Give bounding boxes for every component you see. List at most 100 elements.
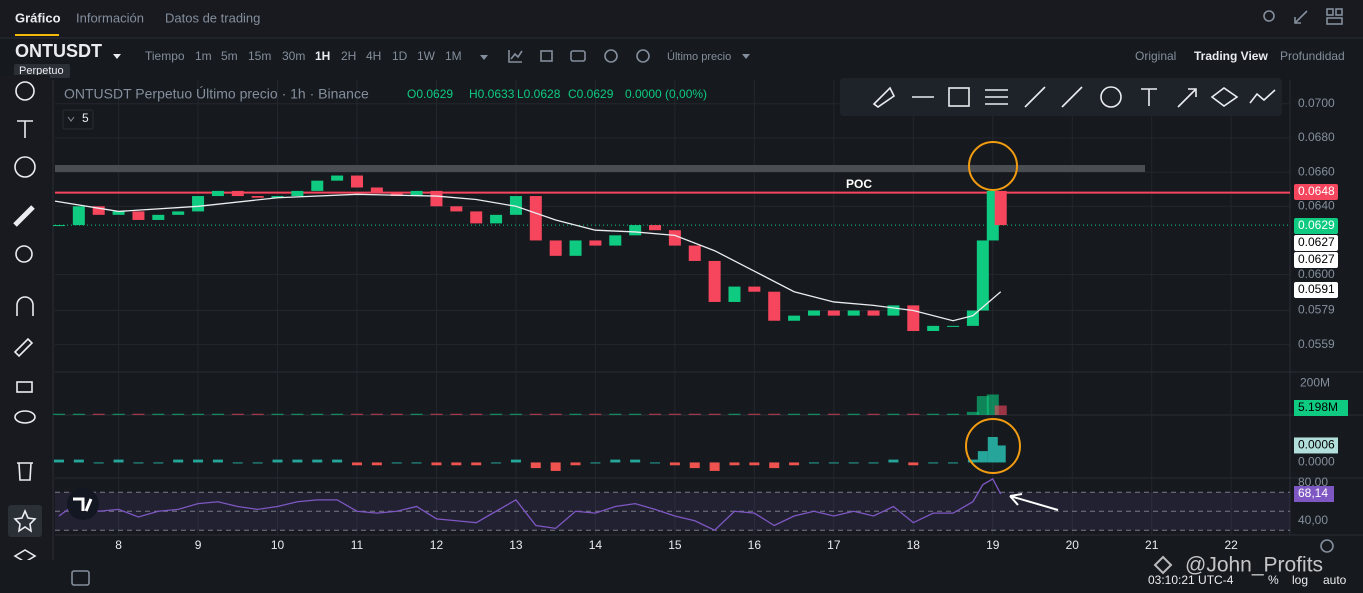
ohlc: C0.0629	[568, 87, 614, 101]
arrow	[1009, 493, 1059, 511]
candle	[668, 230, 681, 246]
macd-bar	[232, 462, 243, 464]
volume-bar	[152, 413, 165, 415]
draw-tool[interactable]	[1177, 88, 1197, 108]
y-tick-label: 0.0640	[1298, 198, 1335, 212]
favorite-tool[interactable]	[13, 508, 37, 533]
candle	[994, 190, 1007, 226]
volume-bar	[708, 413, 721, 415]
macd-bar	[252, 462, 263, 464]
rsi-label-bg	[1294, 486, 1334, 503]
scale-button[interactable]: %	[1268, 573, 1279, 587]
draw-tool[interactable]	[985, 89, 1008, 105]
interval[interactable]: 4H	[366, 49, 381, 63]
ma-box[interactable]	[62, 109, 94, 130]
volume-bar	[132, 413, 145, 415]
interval[interactable]: 1D	[392, 49, 408, 63]
lock-tool[interactable]	[16, 381, 33, 393]
candle	[728, 286, 741, 302]
y-tick-label: 200M	[1300, 376, 1330, 390]
tab[interactable]: Gráfico	[15, 10, 61, 25]
badge: Perpetuo	[19, 65, 64, 77]
moving-average	[54, 193, 1002, 322]
tab[interactable]: Información	[76, 10, 144, 25]
layout-icon[interactable]	[1326, 17, 1343, 25]
collapse-icon[interactable]	[67, 116, 75, 122]
macd-label: 0.0006	[1298, 438, 1335, 452]
drawn-zone	[55, 165, 1145, 172]
layout-icon[interactable]	[1326, 8, 1334, 16]
y-tick-label: 0.0579	[1298, 303, 1335, 317]
y-tick-label: 0.0000	[1298, 455, 1335, 469]
add-icon[interactable]	[604, 49, 618, 63]
tab[interactable]: Datos de trading	[165, 10, 260, 25]
candle	[172, 211, 185, 215]
dropdown-arrow[interactable]	[742, 54, 750, 59]
badge-bg	[14, 64, 70, 78]
expand-icon[interactable]	[1294, 10, 1308, 24]
draw-tool[interactable]	[1061, 86, 1083, 108]
zoom-tool[interactable]	[15, 245, 33, 263]
draw-tool[interactable]	[1210, 87, 1239, 107]
indicator-icon[interactable]	[508, 50, 523, 63]
x-tick-label: 9	[195, 538, 202, 552]
macd-bar	[93, 462, 104, 464]
interval[interactable]: 30m	[282, 49, 305, 63]
x-tick-label: 21	[1145, 538, 1159, 552]
magnet-tool[interactable]	[16, 296, 34, 316]
view-option[interactable]: Original	[1135, 49, 1176, 63]
settings-icon[interactable]	[636, 49, 650, 63]
settings-icon[interactable]	[540, 50, 553, 62]
price-type[interactable]: Último precio	[667, 50, 731, 63]
layout-icon[interactable]	[1335, 8, 1343, 16]
trash-tool[interactable]	[17, 462, 33, 481]
draw-tool[interactable]	[1141, 88, 1157, 106]
draw-tool[interactable]	[872, 86, 896, 108]
draw-tool[interactable]	[948, 87, 970, 107]
dropdown-arrow[interactable]	[113, 54, 121, 59]
calendar-icon[interactable]	[71, 570, 90, 586]
macd-bar	[987, 436, 998, 463]
view-option[interactable]: Trading View	[1194, 49, 1268, 63]
text-tool[interactable]	[17, 120, 33, 138]
interval[interactable]: Tiempo	[145, 49, 185, 63]
eye-tool[interactable]	[14, 410, 36, 424]
draw-tool[interactable]	[1249, 89, 1276, 104]
volume-bar	[748, 413, 761, 415]
ruler-tool[interactable]	[13, 205, 35, 227]
emoji-tool[interactable]	[14, 156, 36, 178]
candle	[390, 192, 403, 197]
camera-icon[interactable]	[570, 50, 586, 62]
star-bg	[8, 505, 42, 537]
volume-bar	[569, 413, 582, 415]
top-bar	[0, 0, 1363, 38]
x-tick-label: 17	[827, 538, 841, 552]
macd-bar	[888, 459, 899, 463]
scale-button[interactable]: log	[1292, 573, 1308, 587]
draw-tool[interactable]	[1024, 86, 1046, 108]
crosshair-tool[interactable]	[15, 81, 35, 101]
macd-bar	[808, 462, 819, 464]
bell-icon[interactable]	[1263, 10, 1275, 22]
draw-tool[interactable]	[1100, 86, 1122, 108]
interval[interactable]: 5m	[221, 49, 238, 63]
volume-bar	[728, 413, 741, 415]
volume-label: 5.198M	[1298, 400, 1338, 414]
symbol[interactable]: ONTUSDT	[15, 41, 102, 61]
interval[interactable]: 1m	[195, 49, 212, 63]
interval[interactable]: 1H	[315, 49, 330, 63]
candle	[291, 190, 304, 197]
candle	[887, 305, 900, 316]
view-option[interactable]: Profundidad	[1280, 49, 1345, 63]
dropdown-arrow[interactable]	[480, 55, 488, 60]
interval[interactable]: 1M	[445, 49, 462, 63]
interval[interactable]: 2H	[341, 49, 356, 63]
y-tick-label: 0.0559	[1298, 337, 1335, 351]
candle	[430, 190, 443, 207]
settings-icon[interactable]	[1320, 539, 1334, 553]
scale-button[interactable]: auto	[1323, 573, 1347, 587]
interval[interactable]: 15m	[248, 49, 271, 63]
interval[interactable]: 1W	[417, 49, 436, 63]
pencil-lock-tool[interactable]	[13, 337, 34, 358]
